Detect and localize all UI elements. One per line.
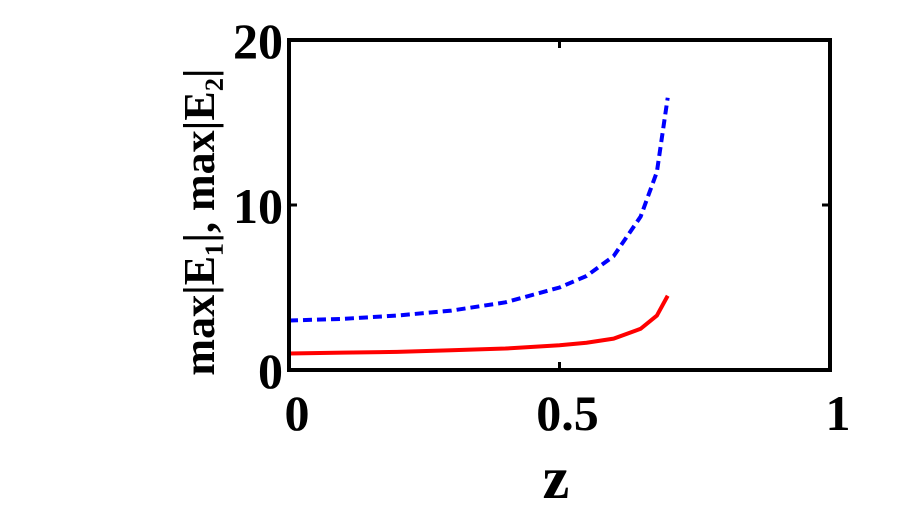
- x-axis-label: z: [543, 445, 570, 511]
- x-tick-label: 1: [826, 385, 851, 441]
- y-axis-label: max|E₁|, max|E₂|: [175, 68, 224, 375]
- y-tick-label: 0: [258, 343, 283, 399]
- y-tick-label: 20: [233, 13, 283, 69]
- line-series: [288, 97, 670, 323]
- x-tick-label: 0.5: [536, 385, 599, 441]
- line-series: [288, 294, 670, 356]
- x-tick-label: 0: [285, 385, 310, 441]
- y-tick-label: 10: [233, 178, 283, 234]
- plot-frame: [287, 38, 832, 372]
